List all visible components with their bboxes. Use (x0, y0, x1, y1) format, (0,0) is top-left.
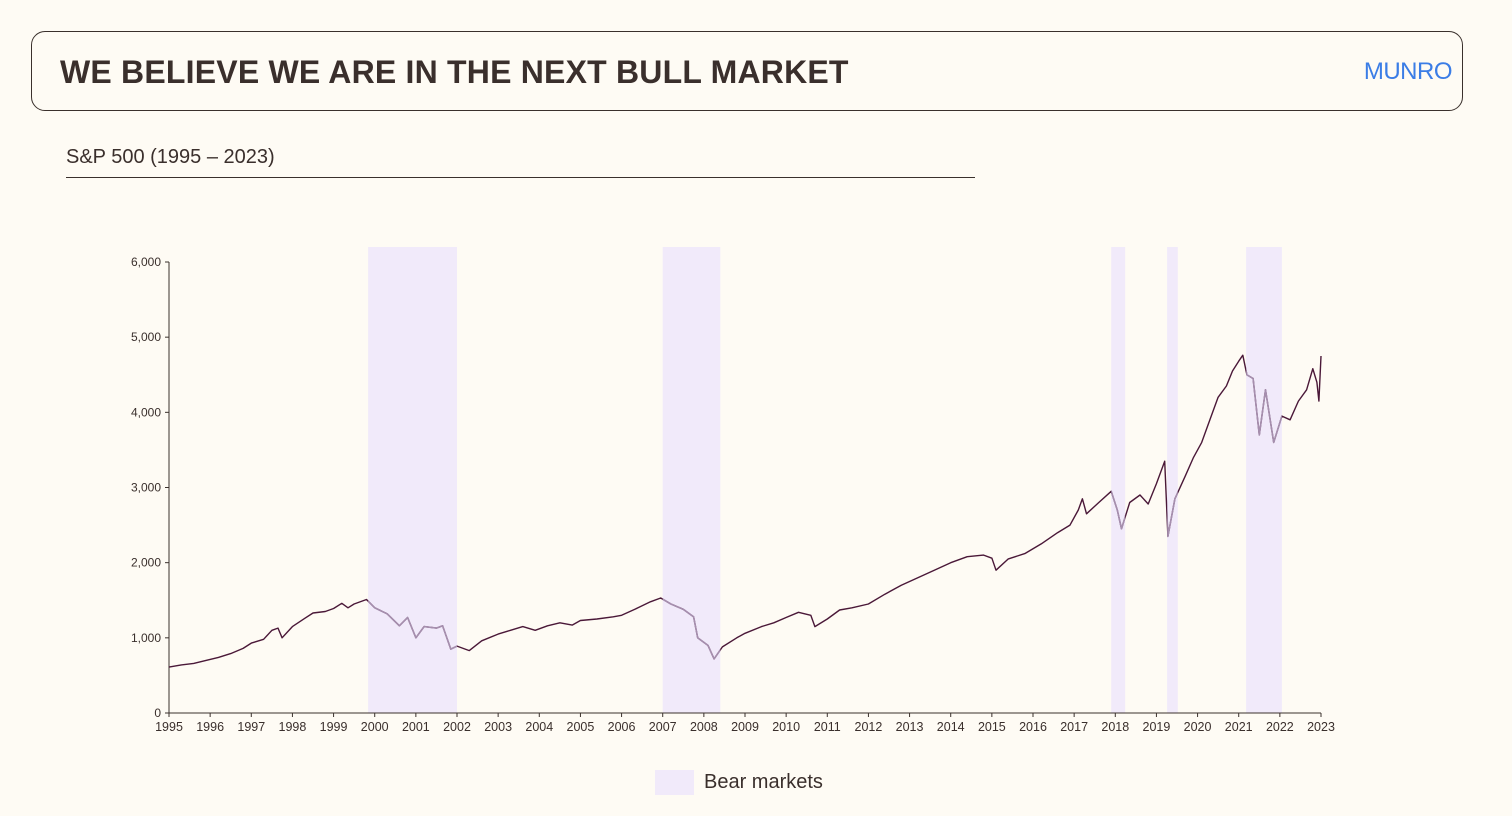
x-tick-label: 2003 (484, 720, 512, 734)
y-tick-label: 5,000 (131, 330, 161, 344)
x-tick-label: 2001 (402, 720, 430, 734)
x-tick-label: 1998 (279, 720, 307, 734)
x-tick-label: 2012 (855, 720, 883, 734)
y-tick-label: 4,000 (131, 405, 161, 419)
x-tick-label: 2014 (937, 720, 965, 734)
x-tick-label: 2011 (814, 720, 841, 734)
x-tick-label: 2008 (690, 720, 718, 734)
bear-market-band (368, 247, 457, 713)
bear-market-band (1246, 247, 1282, 713)
header-banner: WE BELIEVE WE ARE IN THE NEXT BULL MARKE… (31, 31, 1463, 111)
x-tick-label: 2022 (1266, 720, 1294, 734)
x-tick-label: 2004 (525, 720, 553, 734)
x-tick-label: 1995 (155, 720, 183, 734)
x-tick-label: 2000 (361, 720, 389, 734)
munro-logo: MUNRO (1363, 58, 1453, 85)
x-tick-label: 2005 (567, 720, 595, 734)
x-tick-label: 2009 (731, 720, 759, 734)
y-tick-label: 6,000 (131, 255, 161, 269)
y-tick-label: 0 (154, 706, 161, 720)
y-tick-label: 2,000 (131, 556, 161, 570)
sp500-line (168, 354, 1322, 668)
page-title: WE BELIEVE WE ARE IN THE NEXT BULL MARKE… (60, 54, 849, 90)
bear-market-band (662, 247, 721, 713)
x-tick-label: 2021 (1225, 720, 1253, 734)
y-tick-label: 3,000 (131, 481, 161, 495)
x-tick-label: 1999 (320, 720, 348, 734)
x-tick-label: 2020 (1184, 720, 1212, 734)
y-tick-label: 1,000 (131, 631, 161, 645)
x-tick-label: 2015 (978, 720, 1006, 734)
x-tick-label: 2017 (1060, 720, 1088, 734)
x-tick-label: 2019 (1143, 720, 1171, 734)
x-tick-label: 2010 (772, 720, 800, 734)
x-tick-label: 2002 (443, 720, 471, 734)
bear-market-band (1167, 247, 1178, 713)
legend-label: Bear markets (704, 771, 823, 793)
bear-market-band (1111, 247, 1126, 713)
title-divider (66, 177, 975, 178)
x-tick-label: 2016 (1019, 720, 1047, 734)
x-tick-label: 2006 (608, 720, 636, 734)
x-tick-label: 2007 (649, 720, 677, 734)
x-tick-label: 2013 (896, 720, 924, 734)
chart-title: S&P 500 (1995 – 2023) (66, 146, 275, 168)
bear-market-swatch (655, 770, 694, 795)
x-tick-label: 2018 (1101, 720, 1129, 734)
x-tick-label: 1996 (196, 720, 224, 734)
x-tick-label: 1997 (237, 720, 265, 734)
x-tick-label: 2023 (1307, 720, 1335, 734)
sp500-line-bear-segment (368, 354, 1282, 668)
legend: Bear markets (655, 770, 823, 795)
